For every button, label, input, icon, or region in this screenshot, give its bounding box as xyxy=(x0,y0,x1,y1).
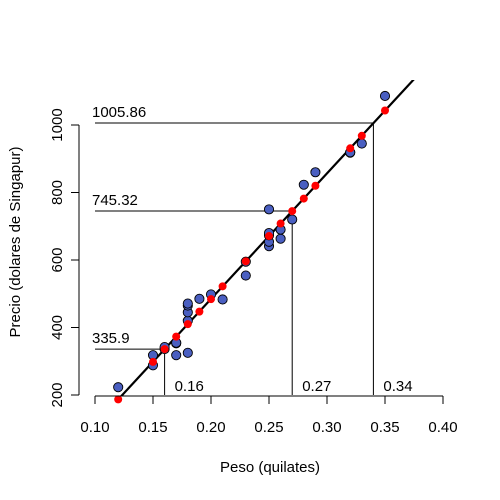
observed-point xyxy=(356,138,367,149)
observed-point xyxy=(217,294,228,305)
fitted-point xyxy=(195,307,204,316)
fitted-point xyxy=(265,232,273,241)
reference-y-label: 1005.86 xyxy=(92,104,146,121)
observed-point xyxy=(310,167,321,178)
observed-point xyxy=(287,214,298,225)
fitted-point xyxy=(114,395,123,404)
observed-point xyxy=(182,347,193,358)
observed-point xyxy=(298,179,309,190)
axes: 0.10 0.15 0.20 0.25 0.30 0.35 0.40 200 400 600 800… xyxy=(49,108,458,436)
fitted-point xyxy=(346,144,355,153)
x-tick-label: 0.35 xyxy=(370,419,399,436)
fitted-point xyxy=(357,131,366,140)
fitted-point xyxy=(149,357,157,366)
observed-point xyxy=(263,204,275,215)
observed-point xyxy=(194,293,205,304)
y-tick-label: 200 xyxy=(49,382,66,407)
fitted-point xyxy=(311,181,320,190)
observed-point xyxy=(240,270,251,281)
fitted-point xyxy=(218,282,227,291)
x-tick-label: 0.40 xyxy=(428,419,457,436)
fitted-point xyxy=(381,106,389,115)
x-tick-label: 0.25 xyxy=(254,419,283,436)
reference-x-label: 0.16 xyxy=(175,378,204,395)
observed-point xyxy=(379,90,391,102)
y-tick-label: 400 xyxy=(49,315,66,340)
observed-point xyxy=(275,233,286,244)
fitted-point xyxy=(276,219,285,228)
fitted-point xyxy=(172,332,181,341)
x-tick-label: 0.20 xyxy=(196,419,225,436)
y-tick-label: 1000 xyxy=(49,108,66,141)
y-tick-label: 800 xyxy=(49,180,66,205)
x-axis-title: Peso (quilates) xyxy=(220,459,320,476)
x-tick-label: 0.30 xyxy=(312,419,341,436)
fitted-point xyxy=(288,207,297,216)
reference-lines: 0.16 335.9 0.27 745.32 0.34 1005.86 xyxy=(92,104,413,395)
observed-point xyxy=(113,382,124,393)
fitted-point xyxy=(207,295,215,304)
fitted-point xyxy=(183,320,192,329)
fitted-point xyxy=(299,194,308,203)
reference-y-label: 335.9 xyxy=(92,330,130,347)
data-points xyxy=(113,90,391,404)
y-tick-label: 600 xyxy=(49,247,66,272)
y-axis-title: Precio (dolares de Singapur) xyxy=(7,147,24,338)
reference-x-label: 0.34 xyxy=(383,378,412,395)
reference-x-label: 0.27 xyxy=(302,378,331,395)
reference-y-label: 745.32 xyxy=(92,192,138,209)
fitted-point xyxy=(241,257,250,266)
x-tick-label: 0.10 xyxy=(80,419,109,436)
x-tick-label: 0.15 xyxy=(138,419,167,436)
observed-point xyxy=(182,298,193,309)
fitted-point xyxy=(160,345,169,354)
observed-point xyxy=(171,350,182,361)
